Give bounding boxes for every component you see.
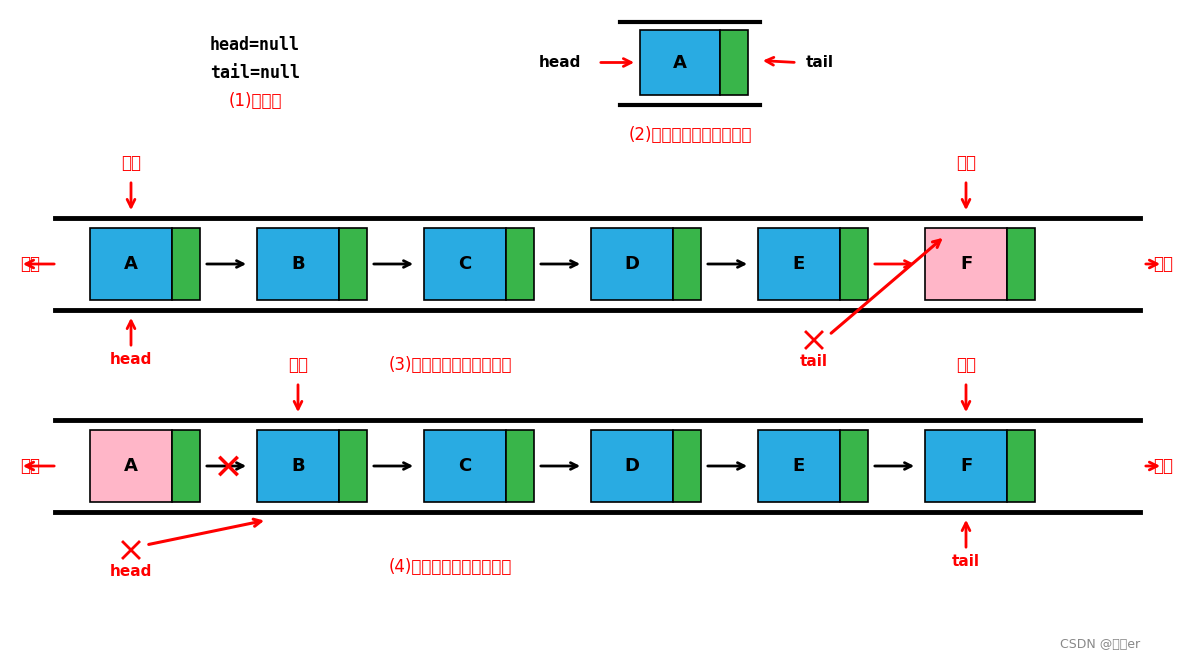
- Bar: [1007, 430, 1035, 502]
- Bar: [339, 430, 367, 502]
- Bar: [172, 228, 199, 300]
- Text: B: B: [291, 457, 305, 475]
- Text: tail: tail: [806, 55, 834, 70]
- Text: A: A: [125, 255, 138, 273]
- Text: C: C: [458, 457, 471, 475]
- Bar: [925, 228, 1007, 300]
- Bar: [172, 430, 199, 502]
- Text: (1)空队列: (1)空队列: [228, 92, 281, 110]
- Text: 队头: 队头: [288, 356, 307, 374]
- Bar: [339, 228, 367, 300]
- Text: tail=null: tail=null: [210, 64, 300, 82]
- Text: head: head: [110, 565, 152, 580]
- Text: 出队: 出队: [20, 457, 40, 475]
- Text: A: A: [125, 457, 138, 475]
- Bar: [424, 430, 506, 502]
- Bar: [506, 430, 534, 502]
- Text: tail: tail: [952, 555, 980, 570]
- Bar: [640, 30, 721, 95]
- Text: E: E: [793, 457, 805, 475]
- Text: (2)空队列插入第一个元素: (2)空队列插入第一个元素: [628, 126, 751, 144]
- Text: CSDN @极客er: CSDN @极客er: [1060, 638, 1140, 651]
- Bar: [758, 228, 840, 300]
- Text: F: F: [960, 457, 972, 475]
- Text: 入队: 入队: [1153, 457, 1173, 475]
- Bar: [258, 228, 339, 300]
- Text: head: head: [110, 353, 152, 368]
- Bar: [90, 430, 172, 502]
- Text: E: E: [793, 255, 805, 273]
- Text: D: D: [624, 255, 640, 273]
- Bar: [90, 228, 172, 300]
- Text: (3)入队，单链表尾部插入: (3)入队，单链表尾部插入: [388, 356, 512, 374]
- Bar: [424, 228, 506, 300]
- Bar: [673, 228, 702, 300]
- Text: A: A: [673, 53, 687, 72]
- Text: C: C: [458, 255, 471, 273]
- Bar: [506, 228, 534, 300]
- Text: 队头: 队头: [121, 154, 141, 172]
- Text: 队尾: 队尾: [956, 356, 976, 374]
- Text: 入队: 入队: [1153, 255, 1173, 273]
- Bar: [258, 430, 339, 502]
- Bar: [758, 430, 840, 502]
- Bar: [840, 430, 868, 502]
- Bar: [1007, 228, 1035, 300]
- Text: tail: tail: [800, 355, 829, 370]
- Text: (4)出队，单链表头部删除: (4)出队，单链表头部删除: [388, 558, 512, 576]
- Text: B: B: [291, 255, 305, 273]
- Bar: [840, 228, 868, 300]
- Text: 队尾: 队尾: [956, 154, 976, 172]
- Bar: [591, 228, 673, 300]
- Bar: [591, 430, 673, 502]
- Text: 出队: 出队: [20, 255, 40, 273]
- Bar: [673, 430, 702, 502]
- Bar: [721, 30, 748, 95]
- Text: head: head: [539, 55, 582, 70]
- Bar: [925, 430, 1007, 502]
- Text: head=null: head=null: [210, 36, 300, 54]
- Text: F: F: [960, 255, 972, 273]
- Text: D: D: [624, 457, 640, 475]
